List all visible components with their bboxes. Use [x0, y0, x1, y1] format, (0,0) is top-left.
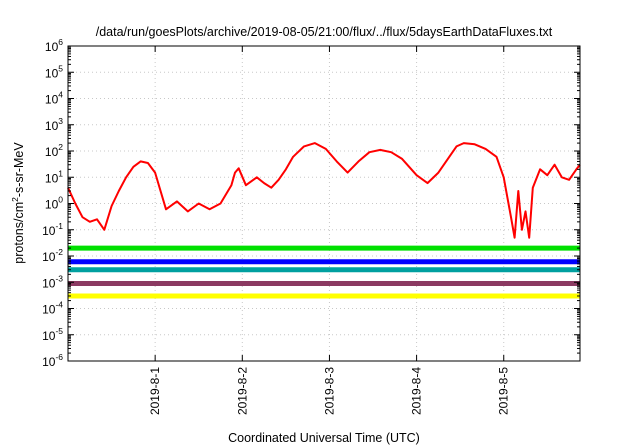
grid — [68, 46, 580, 361]
y-tick-label: 10-3 — [42, 273, 63, 290]
x-tick-label: 2019-8-5 — [497, 367, 511, 415]
x-tick-label: 2019-8-1 — [148, 367, 162, 415]
y-tick-label: 10-4 — [42, 300, 63, 317]
y-tick-label: 106 — [45, 37, 63, 54]
y-tick-label: 105 — [45, 63, 63, 80]
series-group — [67, 142, 581, 299]
y-tick-label: 104 — [45, 90, 63, 107]
y-tick-label: 100 — [45, 195, 63, 212]
y-tick-label: 102 — [45, 142, 63, 159]
y-tick-label: 103 — [45, 116, 63, 133]
y-tick-label: 10-5 — [42, 326, 63, 343]
x-tick-label: 2019-8-2 — [235, 367, 249, 415]
y-tick-label: 10-1 — [42, 221, 63, 238]
y-tick-label: 101 — [45, 168, 63, 185]
x-tick-label: 2019-8-3 — [322, 367, 336, 415]
x-axis-label: Coordinated Universal Time (UTC) — [228, 431, 420, 445]
x-tick-label: 2019-8-4 — [410, 367, 424, 415]
series-line-1 — [67, 142, 581, 239]
y-axis-label: protons/cm2-s-sr-MeV — [10, 142, 26, 264]
y-tick-label: 10-2 — [42, 247, 63, 264]
chart-title: /data/run/goesPlots/archive/2019-08-05/2… — [96, 25, 553, 39]
y-tick-label: 10-6 — [42, 352, 63, 369]
x-axis-ticks: 2019-8-1 2019-8-2 2019-8-3 2019-8-4 2019-8-5 — [148, 46, 511, 415]
y-axis-ticks: 10-6 10-5 10-4 10-3 10-2 10-1 100 101 102 103 104 1… — [42, 37, 580, 369]
